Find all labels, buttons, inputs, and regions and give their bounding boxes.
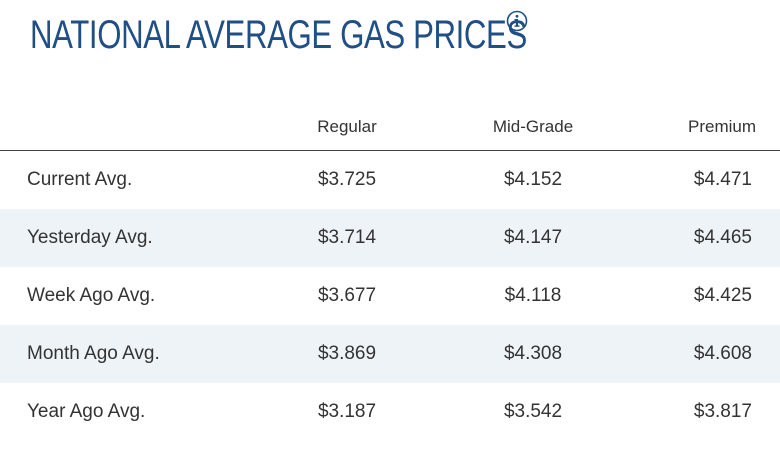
mid-grade-price-cell: $4.118: [504, 285, 562, 306]
premium-price-cell: $4.465: [634, 209, 780, 267]
table-header: Regular Mid-Grade Premium: [0, 104, 780, 151]
row-label: Week Ago Avg.: [27, 285, 156, 306]
regular-price-cell: $3.725: [317, 169, 377, 190]
mid-grade-price-cell: $4.308: [432, 325, 634, 383]
row-label: Year Ago Avg.: [27, 401, 146, 422]
row-label: Yesterday Avg.: [0, 209, 262, 267]
column-header-label: [0, 104, 262, 151]
table-body: Current Avg. $3.725 $4.152 $4.471 Yester…: [0, 151, 780, 442]
table-row: Year Ago Avg. $3.187 $3.542 $3.817: [0, 383, 780, 441]
regular-price-cell: $3.187: [317, 401, 377, 422]
premium-price-cell: $4.425: [693, 285, 752, 306]
premium-price-cell: $3.817: [693, 401, 752, 422]
row-label: Current Avg.: [27, 169, 133, 190]
mid-grade-price-cell: $4.147: [432, 209, 634, 267]
mid-grade-price-cell: $4.152: [503, 169, 563, 190]
page-title: NATIONAL AVERAGE GAS PRICES: [30, 13, 527, 57]
column-header-mid-grade: Mid-Grade: [432, 104, 634, 151]
title-row: NATIONAL AVERAGE GAS PRICES: [30, 8, 528, 62]
premium-price-cell: $4.608: [634, 325, 780, 383]
row-label: Month Ago Avg.: [0, 325, 262, 383]
column-header-regular: Regular: [262, 104, 432, 151]
regular-price-cell: $3.714: [262, 209, 432, 267]
column-header-premium: Premium: [634, 104, 780, 151]
regular-price-cell: $3.677: [317, 285, 377, 306]
table-row: Week Ago Avg. $3.677 $4.118 $4.425: [0, 267, 780, 325]
gas-prices-table: Regular Mid-Grade Premium Current Avg. $…: [0, 104, 780, 441]
table-header-row: Regular Mid-Grade Premium: [0, 104, 780, 151]
table-row: Current Avg. $3.725 $4.152 $4.471: [0, 151, 780, 210]
regular-price-cell: $3.869: [262, 325, 432, 383]
mid-grade-price-cell: $3.542: [503, 401, 563, 422]
table-row: Month Ago Avg. $3.869 $4.308 $4.608: [0, 325, 780, 383]
premium-price-cell: $4.471: [693, 169, 752, 190]
info-circle-icon[interactable]: [506, 10, 528, 32]
table-row: Yesterday Avg. $3.714 $4.147 $4.465: [0, 209, 780, 267]
